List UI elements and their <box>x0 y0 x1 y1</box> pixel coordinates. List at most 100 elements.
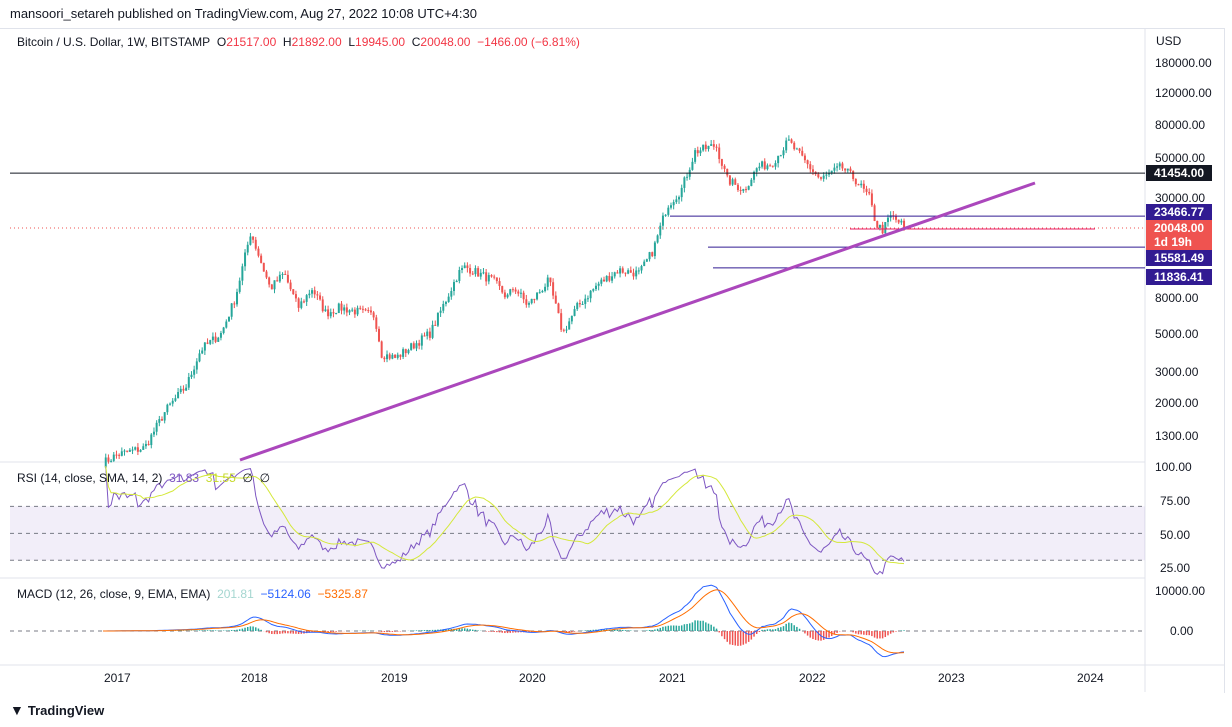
candle-body <box>624 272 627 274</box>
candle-body <box>761 161 764 167</box>
candle-body <box>753 171 756 180</box>
rsi-sma-line <box>105 465 905 565</box>
candle-body <box>897 219 900 223</box>
candle-body <box>281 273 284 275</box>
candle-body <box>544 286 547 292</box>
candle-body <box>359 307 362 309</box>
candle-body <box>335 312 338 314</box>
close-value: 20048.00 <box>420 35 471 49</box>
candle-body <box>841 163 844 169</box>
candle-body <box>895 216 898 220</box>
candle-body <box>728 175 731 185</box>
time-tick: 2021 <box>659 671 686 685</box>
candle-body <box>793 142 796 150</box>
candle-body <box>364 309 367 311</box>
candle-body <box>142 446 145 450</box>
candle-body <box>514 289 517 292</box>
candle-body <box>798 148 801 151</box>
candle-body <box>777 155 780 164</box>
candle-body <box>444 301 447 304</box>
candle-body <box>144 443 147 447</box>
candle-body <box>811 169 814 172</box>
candle-body <box>268 277 271 285</box>
candle-body <box>878 224 881 228</box>
candle-body <box>680 187 683 198</box>
candle-body <box>747 186 750 190</box>
candle-body <box>820 177 823 179</box>
candle-body <box>415 343 418 349</box>
candle-body <box>702 144 705 151</box>
rsi-sma-value: 31.55 <box>205 471 236 485</box>
candle-body <box>407 349 410 354</box>
tradingview-logo[interactable]: ▼ TradingView <box>10 702 104 718</box>
candle-body <box>487 275 490 282</box>
candle-body <box>691 161 694 170</box>
candle-body <box>166 404 169 413</box>
candle-body <box>704 144 707 150</box>
candle-body <box>576 303 579 310</box>
time-tick: 2019 <box>381 671 408 685</box>
candle-body <box>530 298 533 304</box>
candle-body <box>482 272 485 274</box>
candle-body <box>351 309 354 311</box>
price-tick: 120000.00 <box>1155 86 1212 100</box>
candle-body <box>321 299 324 312</box>
candle-body <box>388 354 391 359</box>
candle-body <box>828 173 831 175</box>
candle-body <box>683 177 686 188</box>
candle-body <box>477 268 480 277</box>
candle-body <box>862 183 865 189</box>
candle-body <box>734 179 737 185</box>
candle-body <box>394 354 397 358</box>
candle-body <box>731 179 734 185</box>
candle-body <box>284 273 287 275</box>
price-tick: 80000.00 <box>1155 118 1206 132</box>
candle-body <box>241 266 244 281</box>
candle-body <box>179 388 182 393</box>
candle-body <box>319 295 322 300</box>
candle-body <box>726 168 729 176</box>
candle-body <box>340 303 343 311</box>
candle-body <box>110 460 113 462</box>
macd-tick: 10000.00 <box>1155 584 1206 598</box>
candle-body <box>699 150 702 154</box>
candle-body <box>528 303 531 305</box>
candle-body <box>825 174 828 176</box>
time-tick: 2018 <box>241 671 268 685</box>
candle-body <box>568 321 571 330</box>
time-tick: 2023 <box>938 671 965 685</box>
price-tag-15581: 15581.49 <box>1146 250 1212 266</box>
candle-body <box>795 148 798 150</box>
candle-body <box>873 205 876 221</box>
candle-body <box>418 343 421 346</box>
price-tag-41454: 41454.00 <box>1146 165 1212 181</box>
symbol-legend: Bitcoin / U.S. Dollar, 1W, BITSTAMP O215… <box>17 35 580 49</box>
candle-body <box>372 312 375 318</box>
candle-body <box>509 289 512 295</box>
candle-body <box>163 412 166 421</box>
candle-body <box>562 329 565 331</box>
candle-body <box>886 217 889 223</box>
candle-body <box>439 310 442 313</box>
candle-body <box>485 272 488 282</box>
candle-body <box>584 298 587 304</box>
candle-body <box>316 294 319 296</box>
candle-body <box>653 242 656 257</box>
candle-body <box>131 449 134 451</box>
candle-body <box>817 174 820 178</box>
candle-body <box>538 292 541 294</box>
candle-body <box>718 147 721 160</box>
candle-body <box>115 454 118 456</box>
candle-body <box>152 431 155 435</box>
candle-body <box>640 266 643 271</box>
candle-body <box>613 272 616 277</box>
candle-body <box>522 292 525 300</box>
candle-body <box>185 387 188 391</box>
candle-body <box>391 354 394 359</box>
price-tag-11836: 11836.41 <box>1146 269 1212 285</box>
candle-body <box>383 357 386 360</box>
candle-body <box>190 374 193 378</box>
candle-body <box>434 324 437 326</box>
candle-body <box>426 331 429 337</box>
